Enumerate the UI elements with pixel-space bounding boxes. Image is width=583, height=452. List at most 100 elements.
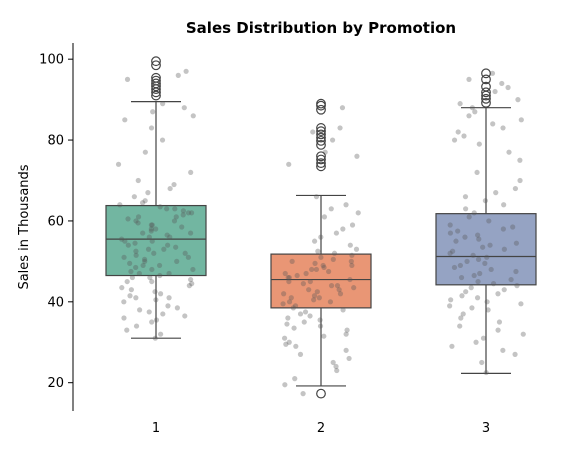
strip-point [166,295,172,301]
strip-point [283,341,289,347]
strip-point [115,161,122,167]
strip-point [476,236,482,242]
strip-point [310,129,316,135]
strip-point [487,242,493,248]
strip-point [447,230,454,236]
strip-point [496,319,503,325]
strip-point [139,200,146,206]
strip-point [167,234,173,240]
strip-point [165,242,171,248]
strip-point [344,327,350,333]
strip-point [462,234,468,240]
strip-point [153,317,160,323]
strip-point [147,274,153,281]
strip-point [483,369,489,376]
x-tick-label: 2 [317,421,325,436]
strip-point [462,194,469,200]
strip-point [512,185,519,192]
strip-point [172,206,178,212]
strip-point [174,258,180,264]
strip-point [479,359,485,366]
strip-point [477,270,483,277]
strip-point [180,212,186,218]
strip-point [355,210,361,216]
strip-point [171,181,177,188]
strip-point [500,347,506,353]
strip-point [313,266,320,273]
strip-point [321,264,327,271]
strip-point [466,113,472,119]
strip-point [122,238,128,244]
strip-point [447,250,453,256]
strip-point [510,224,516,230]
strip-point [488,266,494,273]
strip-point [303,270,309,277]
strip-point [457,323,463,329]
strip-point [281,335,288,341]
strip-point [132,240,138,246]
strip-point [133,218,139,224]
strip-point [160,311,166,317]
strip-point [475,278,481,285]
strip-point [492,88,498,95]
strip-point [470,252,476,258]
strip-point [159,137,166,143]
strip-point [317,317,323,323]
strip-point [152,335,158,341]
strip-point [317,323,324,329]
strip-point [160,101,166,107]
strip-point [349,222,356,228]
strip-point [133,252,139,258]
strip-point [161,246,167,252]
strip-point [343,331,349,337]
outlier-point [316,151,326,162]
box-1 [105,204,207,277]
strip-point [135,220,141,226]
strip-point [480,244,486,250]
strip-point [513,240,520,246]
strip-point [475,232,481,238]
strip-point [286,339,292,345]
strip-point [337,125,343,131]
strip-point [129,274,135,281]
strip-point [321,333,327,339]
strip-point [463,206,469,212]
strip-point [288,295,294,301]
strip-point [146,234,152,240]
strip-point [289,258,295,264]
y-tick-label: 40 [47,295,64,310]
strip-point [137,307,143,313]
strip-point [461,133,467,139]
strip-point [307,313,313,319]
strip-point [300,391,306,397]
strip-point [321,214,328,220]
strip-point [471,210,477,216]
chart-title: Sales Distribution by Promotion [186,19,456,37]
strip-point [167,185,173,192]
strip-point [334,367,340,374]
strip-point [508,276,514,283]
strip-point [131,194,137,200]
strip-point [153,226,159,232]
strip-point [187,230,194,236]
outlier-point [316,158,326,169]
strip-point [506,149,512,155]
strip-point [493,190,499,196]
strip-point [127,260,133,266]
strip-point [148,222,154,228]
strip-point [185,210,192,216]
strip-point [469,305,475,311]
strip-point [500,125,506,131]
strip-point [286,278,292,285]
strip-point [314,289,320,295]
strip-point [157,272,163,279]
strip-point [469,105,475,111]
y-tick-label: 100 [39,53,64,68]
strip-point [315,248,321,254]
strip-point [468,285,474,291]
x-tick-label: 3 [482,421,490,436]
strip-point [447,222,453,228]
strip-point [458,315,464,321]
outlier-point [151,60,161,71]
